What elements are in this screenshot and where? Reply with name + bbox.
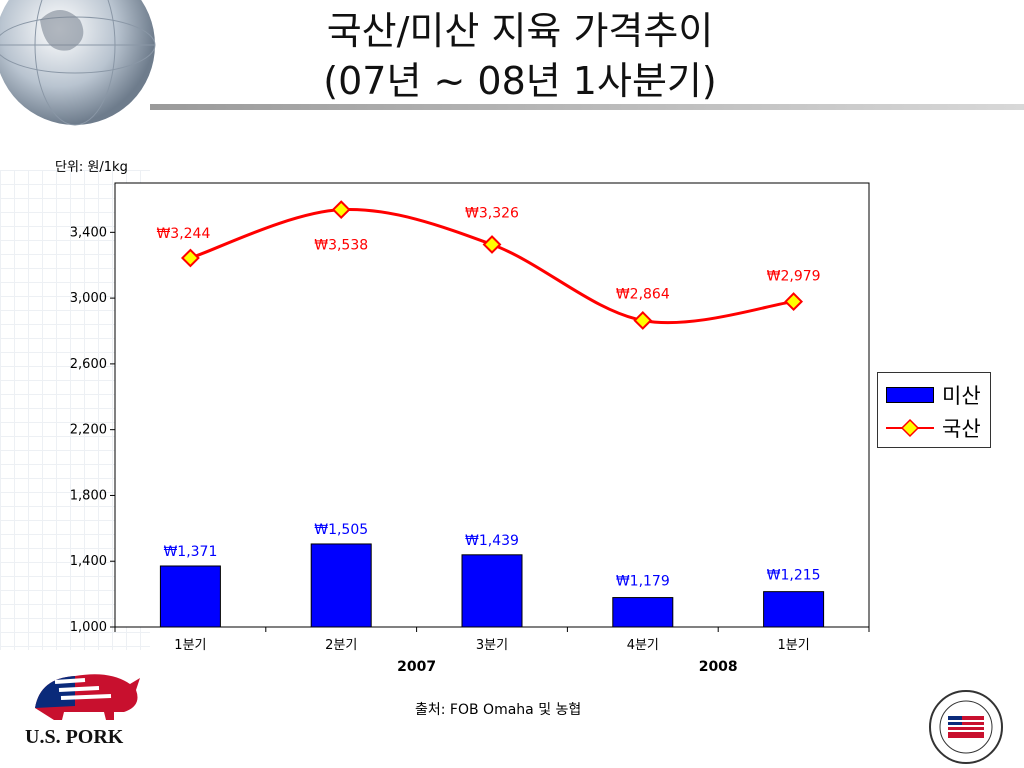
legend: 미산 국산 — [877, 372, 991, 448]
bar — [612, 597, 674, 628]
bar-data-label: ₩1,179 — [616, 574, 670, 590]
line-marker — [482, 235, 502, 254]
legend-label-line: 국산 — [942, 417, 981, 441]
line-data-label: ₩3,244 — [156, 226, 210, 242]
slide-title: 국산/미산 지육 가격추이 — [326, 9, 714, 53]
plot-area — [114, 182, 870, 628]
line-marker — [180, 248, 200, 268]
line-marker — [784, 292, 804, 311]
usmef-logo — [929, 690, 1003, 764]
legend-bar-swatch — [886, 387, 934, 403]
year-label: 2008 — [699, 659, 738, 675]
legend-item-line: 국산 — [886, 413, 981, 443]
bar — [461, 554, 523, 628]
us-pork-logo-text: U.S. PORK — [25, 726, 124, 748]
line-data-label: ₩2,864 — [616, 286, 670, 302]
legend-line-swatch — [886, 418, 934, 438]
x-tick-label: 2분기 — [325, 638, 357, 653]
y-tick-label: 1,800 — [70, 488, 107, 503]
y-tick-label: 3,400 — [70, 225, 107, 240]
line-data-label: ₩2,979 — [767, 269, 821, 285]
bar — [310, 543, 372, 628]
bar-data-label: ₩1,371 — [163, 544, 217, 560]
bar — [763, 591, 825, 628]
slide-subtitle: (07년 ~ 08년 1사분기) — [323, 59, 717, 103]
y-tick-label: 2,200 — [70, 423, 107, 438]
y-tick-label: 1,000 — [70, 620, 107, 635]
line-data-label: ₩3,538 — [314, 238, 368, 254]
year-label: 2007 — [397, 659, 436, 675]
y-tick-label: 2,600 — [70, 357, 107, 372]
bar — [159, 565, 221, 628]
bar-data-label: ₩1,439 — [465, 533, 519, 549]
us-pork-logo — [35, 674, 140, 720]
unit-label: 단위: 원/1kg — [55, 160, 128, 175]
x-tick-label: 1분기 — [174, 638, 206, 653]
line-data-label: ₩3,326 — [465, 206, 519, 222]
y-tick-label: 1,400 — [70, 554, 107, 569]
x-tick-label: 4분기 — [627, 638, 659, 653]
line-marker — [331, 200, 351, 220]
source-note: 출처: FOB Omaha 및 농협 — [415, 702, 582, 718]
bar-data-label: ₩1,215 — [767, 568, 821, 584]
globe-icon — [0, 0, 156, 126]
line-marker — [633, 311, 653, 330]
legend-item-bar: 미산 — [886, 380, 981, 410]
x-tick-label: 3분기 — [476, 638, 508, 653]
x-tick-label: 1분기 — [777, 638, 809, 653]
bar-data-label: ₩1,505 — [314, 522, 368, 538]
legend-label-bar: 미산 — [942, 384, 981, 408]
y-tick-label: 3,000 — [70, 291, 107, 306]
title-underline — [150, 104, 1024, 110]
